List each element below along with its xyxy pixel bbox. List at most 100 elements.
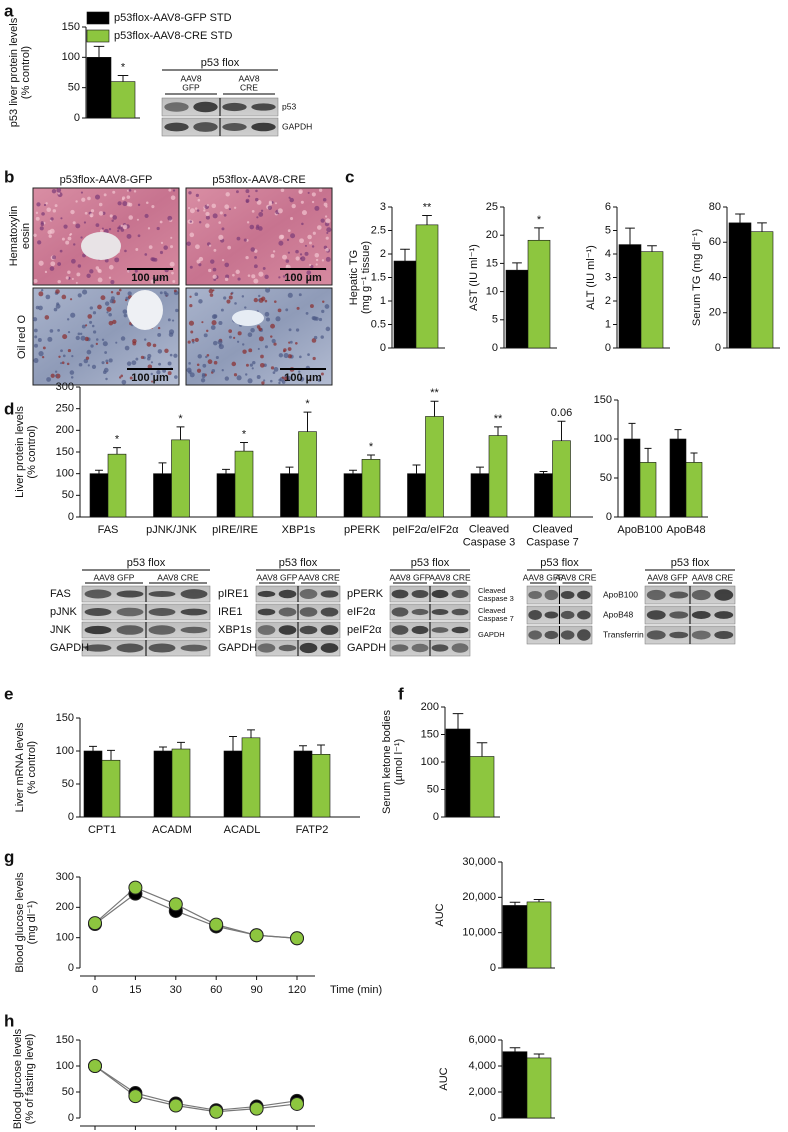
y-tick-label: 20 (486, 229, 498, 241)
histology-texture (77, 332, 81, 336)
histology-texture (278, 276, 281, 279)
histology-texture (317, 378, 322, 383)
histology-texture (112, 190, 116, 194)
histology-texture (112, 215, 118, 220)
blot-band (193, 101, 218, 113)
histology-texture (170, 236, 173, 239)
blot-band (180, 589, 208, 599)
histology-texture (287, 347, 292, 351)
y-axis-label: ALT (IU ml⁻¹) (585, 245, 597, 310)
histology-texture (220, 308, 224, 312)
error-bar (222, 468, 230, 474)
histology-texture (44, 270, 48, 274)
histology-texture (50, 217, 54, 221)
y-axis-label: AST (IU ml⁻¹) (468, 244, 480, 311)
y-tick-label: 80 (709, 201, 721, 213)
blot-band (222, 123, 247, 131)
histology-texture (87, 364, 90, 367)
blot-title: p53 flox (540, 557, 579, 569)
histology-texture (326, 227, 332, 233)
histology-texture (255, 197, 259, 202)
blot-band (691, 630, 711, 640)
y-axis-label: Liver protein levels (14, 406, 26, 498)
blot-band (257, 608, 276, 616)
histology-texture (189, 220, 193, 223)
histology-texture (67, 330, 71, 334)
histology-texture (307, 234, 312, 240)
blot-band (560, 591, 575, 599)
histology-texture (124, 249, 127, 253)
histology-texture (273, 342, 277, 346)
bar (618, 244, 642, 349)
y-axis-label: AUC (438, 1067, 450, 1090)
bar (171, 748, 191, 818)
histology-texture (118, 288, 122, 292)
histology-texture (109, 214, 113, 218)
y-tick-label: 5 (492, 314, 498, 326)
histology-texture (100, 229, 104, 233)
y-tick-label: 50 (62, 778, 74, 790)
y-tick-label: 4,000 (468, 1060, 496, 1072)
significance-label: * (121, 61, 126, 73)
histology-texture (313, 335, 318, 340)
histology-texture (69, 370, 75, 375)
histology-texture (59, 249, 63, 253)
histology-texture (281, 376, 285, 379)
point (290, 1096, 304, 1111)
histology-texture (272, 371, 276, 374)
x-tick-label: 30 (170, 984, 182, 996)
histology-texture (61, 361, 65, 365)
bar (223, 750, 243, 818)
blot-band (560, 610, 575, 620)
bar (526, 901, 552, 969)
histology-texture (170, 195, 176, 201)
histology-texture (285, 259, 290, 263)
histology-texture (33, 358, 39, 364)
histology-texture (253, 297, 258, 303)
histology-texture (287, 251, 290, 254)
blot-band (116, 590, 144, 598)
error-bar (533, 898, 545, 902)
histology-texture (76, 272, 81, 277)
histology-texture (218, 234, 224, 240)
histology-texture (71, 355, 74, 358)
histology-texture (285, 308, 289, 312)
histology-texture (306, 270, 312, 275)
histology-texture (288, 341, 291, 344)
histology-texture (89, 320, 93, 324)
histology-texture (95, 342, 98, 346)
x-tick-label: 120 (288, 984, 306, 996)
blot-column-label: AAV8 CRE (692, 572, 734, 582)
y-tick-label: 0 (433, 811, 439, 823)
blot-band (528, 591, 542, 599)
histology-texture (228, 329, 233, 333)
histology-texture (224, 262, 230, 268)
histology-texture (160, 241, 164, 244)
histology-texture (267, 205, 273, 210)
histology-texture (55, 374, 58, 377)
histology-texture (79, 332, 83, 336)
histology-texture (304, 244, 308, 247)
error-bar (159, 746, 167, 751)
x-tick-label: FATP2 (296, 824, 329, 836)
histology-texture (105, 359, 109, 363)
blot-band (222, 102, 247, 112)
bar (669, 438, 687, 518)
histology-texture (116, 291, 121, 296)
histology-texture (158, 362, 162, 366)
x-tick-label: pPERK (344, 524, 381, 536)
histology-column-title: p53flox-AAV8-GFP (60, 174, 153, 186)
histology-texture (320, 335, 324, 339)
histology-texture (248, 348, 253, 353)
blot-row-label: GAPDH (218, 642, 257, 654)
bar (89, 473, 109, 518)
histology-texture (97, 304, 102, 310)
blot-band (257, 643, 276, 653)
blot-band (320, 607, 339, 617)
error-bar (176, 426, 185, 440)
y-tick-label: 0 (74, 112, 80, 124)
histology-texture (109, 298, 114, 304)
y-tick-label: 0 (380, 342, 386, 354)
bar (298, 431, 317, 518)
